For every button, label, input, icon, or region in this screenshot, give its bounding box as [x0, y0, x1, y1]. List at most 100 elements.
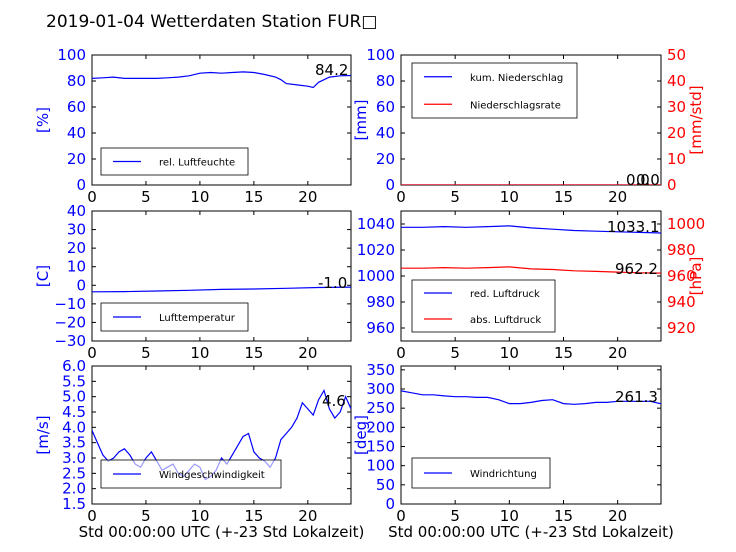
figure-title: 2019-01-04 Wetterdaten Station FUR□	[46, 12, 377, 32]
x-tick-label: 20	[298, 188, 317, 206]
y-tick-label: 4.0	[62, 418, 86, 436]
y-tick-label-right: 980	[667, 241, 696, 259]
y-tick-label: 20	[67, 239, 86, 257]
x-tick-label: 15	[554, 344, 573, 362]
y-tick-label-right: 1000	[667, 215, 705, 233]
legend: Windgeschwindigkeit	[100, 459, 282, 489]
y-tick-label: 0	[385, 176, 395, 194]
x-axis-label: Std 00:00:00 UTC (+-23 Std Lokalzeit)	[388, 523, 674, 541]
value-annotation: 4.6	[322, 392, 346, 410]
x-tick-label: 10	[190, 507, 209, 525]
y-tick-label: 5.0	[62, 388, 86, 406]
legend-box	[411, 62, 578, 119]
y-tick-label: 2.0	[62, 480, 86, 498]
legend-box	[411, 279, 556, 333]
series-line	[92, 71, 351, 89]
axes-frame	[91, 365, 352, 505]
y-tick-label-right: 30	[667, 98, 686, 116]
y-tick-label: 50	[376, 476, 395, 494]
x-tick-label: 15	[244, 344, 263, 362]
legend-label: rel. Luftfeuchte	[159, 158, 235, 169]
y-tick-label: 350	[366, 361, 395, 379]
x-tick-label: 0	[87, 507, 97, 525]
axes-frame	[91, 210, 352, 342]
x-tick-label: 10	[500, 188, 519, 206]
y-axis-label-right: [hPa]	[687, 257, 705, 296]
series-line	[401, 266, 661, 274]
y-tick-label: 6.0	[62, 357, 86, 375]
y-tick-label: 20	[376, 150, 395, 168]
legend-label: kum. Niederschlag	[470, 73, 563, 84]
value-annotation: 0.0	[626, 171, 650, 189]
y-tick-label: 960	[366, 319, 395, 337]
y-tick-label: 1000	[357, 267, 395, 285]
axes-frame	[400, 365, 662, 505]
y-tick-label-right: 10	[667, 150, 686, 168]
value-annotation-right: 962.2	[615, 260, 658, 278]
axes-frame	[91, 54, 352, 186]
x-tick-label: 5	[450, 188, 460, 206]
legend-label: Windgeschwindigkeit	[159, 470, 265, 481]
x-tick-label: 20	[608, 344, 627, 362]
x-tick-label: 20	[298, 507, 317, 525]
x-tick-label: 10	[190, 188, 209, 206]
value-annotation-right: 0.0	[636, 171, 660, 189]
y-tick-label: 0	[385, 495, 395, 513]
y-tick-label: −30	[54, 332, 86, 350]
y-tick-label: 100	[57, 46, 86, 64]
value-annotation: 261.3	[615, 388, 658, 406]
y-axis-label-right: [mm/std]	[687, 85, 705, 154]
y-tick-label: −20	[54, 313, 86, 331]
y-tick-label-right: 0	[667, 176, 677, 194]
legend: rel. Luftfeuchte	[100, 147, 249, 176]
panel-humidity: 0 5 10 15 20 0 20 40 60 80 100 [%] rel. Luftfeuchte 8…	[34, 46, 352, 206]
y-tick-label: 1040	[357, 215, 395, 233]
y-tick-label: 10	[67, 258, 86, 276]
legend-label: Lufttemperatur	[159, 313, 236, 324]
y-tick-label-right: 960	[667, 267, 696, 285]
x-tick-label: 20	[608, 188, 627, 206]
panel-temperature: 0 5 10 15 20−30−20−10010203040[C]Lufttempera…	[34, 202, 352, 362]
value-annotation: 1033.1	[607, 218, 660, 236]
x-tick-label: 5	[450, 507, 460, 525]
y-tick-label: 40	[67, 202, 86, 220]
x-tick-label: 20	[298, 344, 317, 362]
panel-pressure: 0 5 10 15 20 960 980 1000 1020 1040 920 940 960 980 10…	[357, 210, 705, 362]
y-tick-label: 60	[67, 98, 86, 116]
x-tick-label: 0	[396, 344, 406, 362]
y-tick-label: 150	[366, 438, 395, 456]
legend: red. Luftdruck abs. Luftdruck	[411, 279, 556, 333]
x-tick-label: 10	[500, 507, 519, 525]
y-axis-label: [deg]	[352, 415, 370, 455]
x-tick-label: 0	[396, 507, 406, 525]
y-tick-label: 40	[67, 124, 86, 142]
y-tick-label-right: 920	[667, 319, 696, 337]
x-tick-label: 0	[87, 188, 97, 206]
y-tick-label: 300	[366, 380, 395, 398]
series-line	[401, 390, 661, 405]
series-line	[401, 225, 661, 234]
y-tick-label: 80	[376, 72, 395, 90]
legend: kum. Niederschlag Niederschlagsrate	[411, 62, 578, 119]
x-tick-label: 5	[141, 507, 151, 525]
y-tick-label: −10	[54, 295, 86, 313]
y-tick-label-right: 40	[667, 72, 686, 90]
y-axis-label: [C]	[34, 265, 52, 287]
x-axis-label: Std 00:00:00 UTC (+-23 Std Lokalzeit)	[79, 523, 365, 541]
y-tick-label: 40	[376, 124, 395, 142]
y-tick-label: 100	[366, 457, 395, 475]
x-tick-label: 5	[141, 344, 151, 362]
y-tick-label: 60	[376, 98, 395, 116]
legend-label: Niederschlagsrate	[470, 100, 561, 111]
y-axis-label: [mm]	[352, 100, 370, 141]
x-tick-label: 5	[450, 344, 460, 362]
x-tick-label: 15	[244, 188, 263, 206]
y-tick-label: 3.0	[62, 449, 86, 467]
legend: Windrichtung	[411, 457, 551, 489]
y-tick-label: 2.5	[62, 464, 86, 482]
y-tick-label: 1020	[357, 241, 395, 259]
y-tick-label: 3.5	[62, 434, 86, 452]
y-tick-label: 200	[366, 418, 395, 436]
y-axis-label: [%]	[34, 107, 52, 133]
